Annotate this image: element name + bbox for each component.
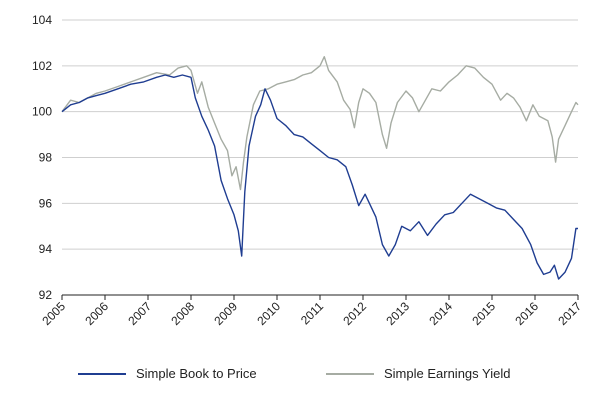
x-tick-label-2015: 2015 (469, 299, 498, 328)
x-tick-label-2010: 2010 (254, 299, 283, 328)
y-tick-label-92: 92 (39, 288, 53, 302)
x-tick-label-2005: 2005 (39, 299, 68, 328)
legend-item-earnings-yield: Simple Earnings Yield (326, 366, 510, 381)
series-lines (61, 56, 579, 280)
legend-swatch-earnings-yield (326, 372, 374, 375)
x-tick-label-2014: 2014 (426, 299, 455, 328)
y-axis: 92 94 96 98 100 102 104 (32, 13, 52, 302)
y-tick-label-98: 98 (39, 151, 53, 165)
legend-swatch-book-to-price (78, 372, 126, 375)
y-tick-label-100: 100 (32, 105, 52, 119)
legend-label-book-to-price: Simple Book to Price (136, 366, 257, 381)
y-tick-label-104: 104 (32, 13, 52, 27)
x-tick-label-2013: 2013 (383, 299, 412, 328)
series-line-simple-book-to-price (61, 74, 578, 280)
x-tick-label-2007: 2007 (125, 299, 154, 328)
legend-label-earnings-yield: Simple Earnings Yield (384, 366, 511, 381)
x-tick-label-2006: 2006 (82, 299, 111, 328)
legend-item-book-to-price: Simple Book to Price (78, 366, 257, 381)
y-tick-label-102: 102 (32, 59, 52, 73)
x-tick-label-2008: 2008 (168, 299, 197, 328)
x-tick-label-2012: 2012 (340, 299, 369, 328)
y-tick-label-96: 96 (39, 196, 53, 210)
x-tick-label-2009: 2009 (211, 299, 240, 328)
x-axis: 2005 2006 2007 2008 2009 2010 2011 2012 2013 2014… (39, 294, 584, 328)
x-tick-label-2011: 2011 (298, 299, 326, 327)
gridlines (62, 19, 578, 250)
y-tick-label-94: 94 (39, 242, 53, 256)
x-tick-label-2016: 2016 (512, 299, 541, 328)
legend: Simple Book to Price Simple Earnings Yie… (0, 366, 600, 390)
x-tick-label-2017: 2017 (555, 299, 584, 328)
series-line-simple-earnings-yield (61, 56, 579, 191)
